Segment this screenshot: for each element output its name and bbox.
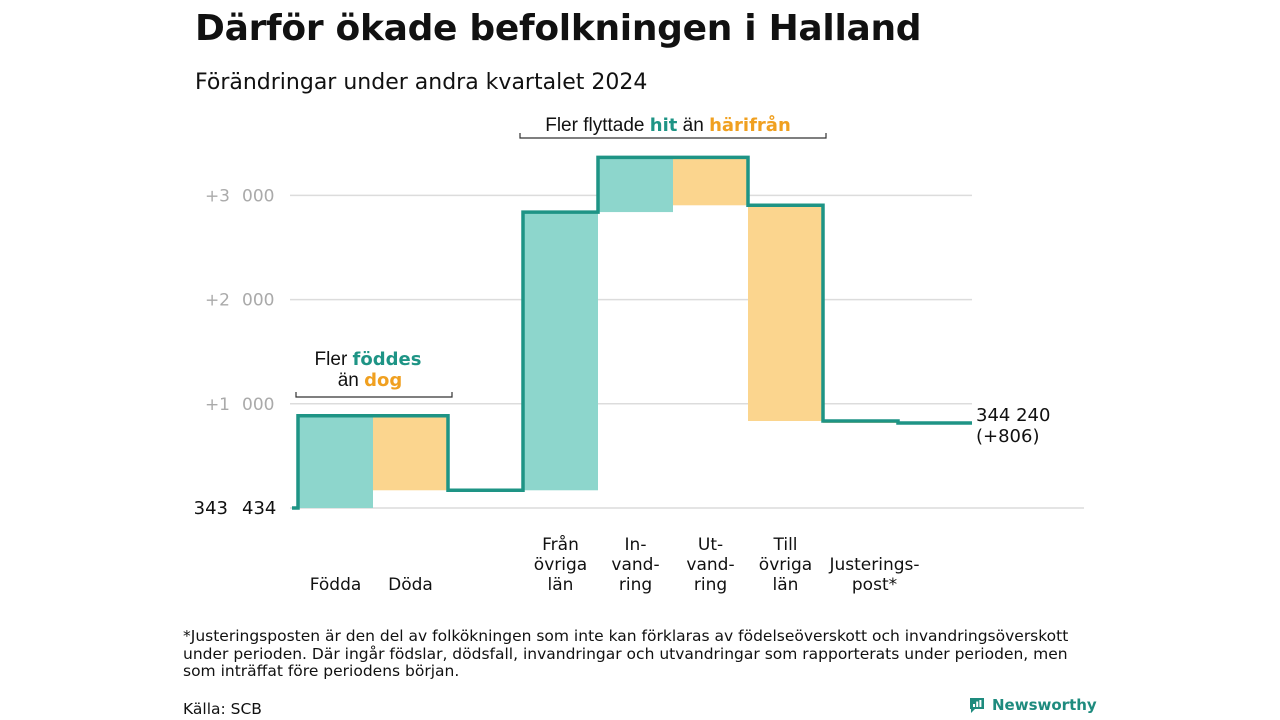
brand-name: Newsworthy bbox=[992, 696, 1097, 714]
y-tick-label: +1 bbox=[205, 395, 230, 415]
category-label: övriga bbox=[534, 555, 587, 575]
annotation-more-born: Fler föddes bbox=[315, 349, 422, 370]
chart-title: Därför ökade befolkningen i Halland bbox=[195, 8, 922, 49]
annotation-than-died: än dog bbox=[338, 370, 403, 391]
end-change-label: (+806) bbox=[976, 426, 1039, 447]
category-label: ring bbox=[619, 575, 652, 595]
category-label: Till bbox=[772, 535, 797, 555]
category-label: Från bbox=[542, 534, 579, 555]
end-value-label: 344 240 bbox=[976, 405, 1050, 426]
category-label: län bbox=[548, 575, 574, 595]
y-tick-label: 000 bbox=[242, 395, 274, 415]
bar-increase bbox=[523, 212, 598, 491]
brand-logo: Newsworthy bbox=[968, 696, 1097, 714]
category-label: ring bbox=[694, 575, 727, 595]
bar-decrease bbox=[673, 157, 748, 206]
bar-decrease bbox=[373, 415, 448, 491]
y-tick-label: 000 bbox=[242, 291, 274, 311]
category-label: post* bbox=[852, 575, 897, 595]
start-value-label: 434 bbox=[242, 498, 276, 519]
category-label: Födda bbox=[310, 575, 362, 595]
annotation-more-moved: Fler flyttade hit än härifrån bbox=[545, 114, 791, 136]
category-label: övriga bbox=[759, 555, 812, 575]
category-label: vand- bbox=[611, 555, 659, 575]
bar-increase bbox=[598, 157, 673, 213]
y-tick-label: +3 bbox=[205, 186, 230, 206]
bracket-moves bbox=[519, 133, 827, 139]
waterfall-chart: +1 000 +2 000 +3 000 343 434 344 240(+806) Födda D… bbox=[194, 114, 1084, 595]
category-label: Döda bbox=[388, 575, 433, 595]
bar-increase bbox=[298, 415, 373, 508]
source-label: Källa: SCB bbox=[183, 700, 262, 718]
y-tick-label: 000 bbox=[242, 186, 274, 206]
footnote: *Justeringsposten är den del av folkökni… bbox=[183, 627, 1069, 680]
newsworthy-logo-icon bbox=[970, 698, 984, 713]
category-label: Justerings- bbox=[828, 555, 919, 575]
chart-subtitle: Förändringar under andra kvartalet 2024 bbox=[195, 70, 648, 95]
bar-decrease bbox=[748, 205, 823, 421]
category-label: Ut- bbox=[698, 535, 723, 555]
category-label: In- bbox=[625, 535, 647, 555]
y-tick-label: +2 bbox=[205, 291, 230, 311]
category-label: vand- bbox=[686, 555, 734, 575]
start-value-label: 343 bbox=[194, 498, 228, 519]
category-label: län bbox=[773, 575, 799, 595]
bracket-births bbox=[295, 392, 453, 398]
cumulative-step-line bbox=[292, 155, 972, 510]
